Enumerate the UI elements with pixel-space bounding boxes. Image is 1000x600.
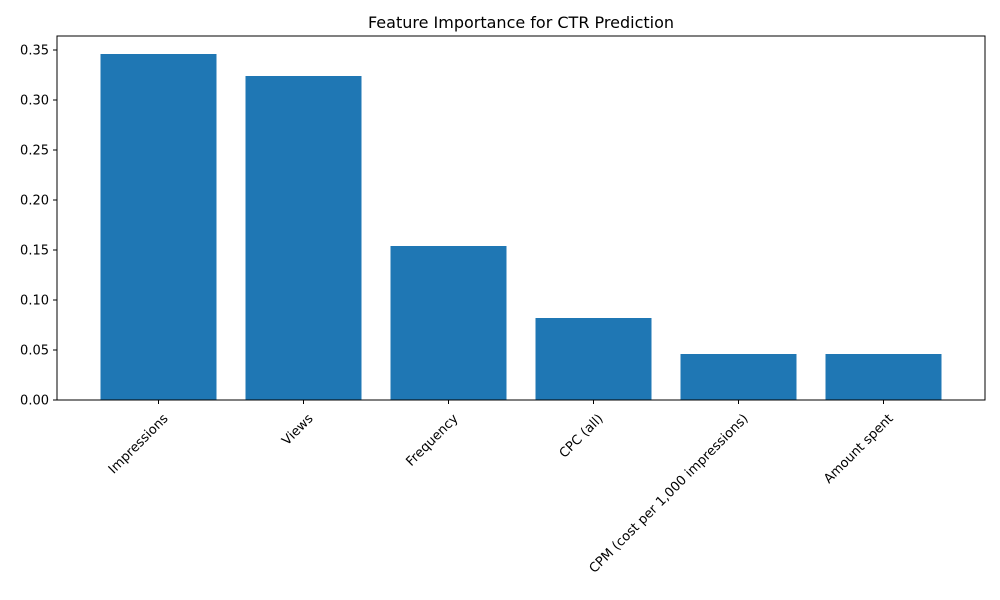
- y-tick-label-2: 0.10: [20, 294, 49, 309]
- bar-1: [245, 76, 362, 400]
- y-tick-label-5: 0.25: [20, 144, 49, 159]
- bars-layer: [100, 54, 942, 400]
- plot-frame: [56, 35, 986, 401]
- y-tick-label-1: 0.05: [20, 344, 49, 359]
- bar-5: [825, 354, 942, 400]
- bar-0: [100, 54, 217, 400]
- x-tick-label-3: CPC (all): [557, 411, 607, 461]
- bar-2: [390, 246, 507, 400]
- x-tick-label-1: Views: [279, 411, 316, 448]
- y-tick-label-4: 0.20: [20, 194, 49, 209]
- y-tick-label-6: 0.30: [20, 94, 49, 109]
- y-tick-label-7: 0.35: [20, 44, 49, 59]
- y-tick-label-3: 0.15: [20, 244, 49, 259]
- x-tick-label-5: Amount spent: [821, 411, 896, 486]
- bar-4: [680, 354, 797, 400]
- chart-title: Feature Importance for CTR Prediction: [368, 13, 674, 32]
- y-tick-label-0: 0.00: [20, 394, 49, 409]
- x-tick-label-0: Impressions: [106, 411, 172, 477]
- bar-3: [535, 318, 652, 400]
- x-tick-label-4: CPM (cost per 1,000 impressions): [587, 411, 752, 576]
- x-tick-label-2: Frequency: [403, 411, 461, 469]
